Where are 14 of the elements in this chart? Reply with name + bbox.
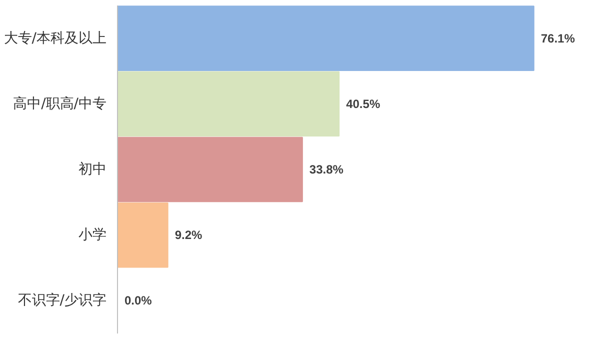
bar (118, 202, 168, 268)
y-tick-label: 高中/职高/中专 (13, 96, 107, 112)
y-tick-label: 小学 (78, 227, 106, 244)
data-label: 33.8% (309, 162, 344, 176)
bar (118, 6, 534, 71)
bar (118, 71, 340, 137)
y-tick-label: 不识字/少识字 (18, 292, 106, 309)
data-label: 76.1% (540, 31, 576, 46)
data-label: 40.5% (346, 96, 380, 111)
data-label: 9.2% (174, 228, 203, 242)
bar (118, 136, 303, 202)
data-label: 0.0% (124, 294, 152, 308)
y-tick-label: 大专/本科及以上 (4, 30, 106, 46)
y-tick-label: 初中 (78, 162, 106, 178)
